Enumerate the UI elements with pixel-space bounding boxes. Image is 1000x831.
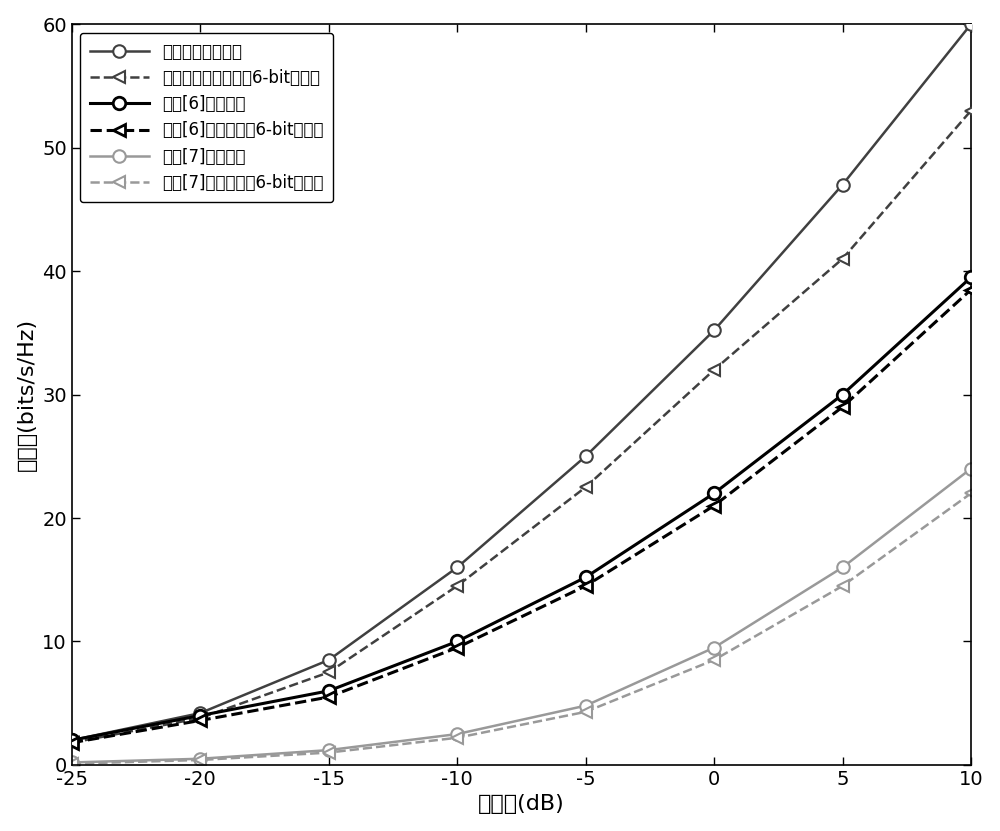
参考[6]中的设计，6-bit分辨率 [323,692,335,702]
Line: 参考[7]中的设计，6-bit分辨率: 参考[7]中的设计，6-bit分辨率 [66,487,977,770]
参考[7]中的设计，6-bit分辨率 [708,655,720,665]
Line: 参考[7]中的设计: 参考[7]中的设计 [66,462,977,769]
参考[7]中的设计 [580,701,592,711]
参考[6]中的设计，6-bit分辨率 [708,500,720,510]
参考[7]中的设计 [965,464,977,474]
本发明提出的设计 [965,19,977,29]
参考[6]中的设计，6-bit分辨率 [451,642,463,652]
参考[7]中的设计 [837,563,849,573]
参考[7]中的设计，6-bit分辨率 [66,759,78,769]
参考[6]中的设计，6-bit分辨率 [66,738,78,748]
X-axis label: 信噪比(dB): 信噪比(dB) [478,794,565,814]
参考[7]中的设计，6-bit分辨率 [323,748,335,758]
本发明提出的设计，6-bit分辨率 [66,738,78,748]
本发明提出的设计，6-bit分辨率 [580,482,592,492]
参考[7]中的设计，6-bit分辨率 [451,733,463,743]
参考[7]中的设计 [323,745,335,755]
本发明提出的设计，6-bit分辨率 [837,253,849,263]
参考[6]中的设计 [194,711,206,720]
本发明提出的设计，6-bit分辨率 [451,581,463,591]
Legend: 本发明提出的设计, 本发明提出的设计，6-bit分辨率, 参考[6]中的设计, 参考[6]中的设计，6-bit分辨率, 参考[7]中的设计, 参考[7]中的设计: 本发明提出的设计, 本发明提出的设计，6-bit分辨率, 参考[6]中的设计, … [80,32,333,202]
本发明提出的设计 [708,326,720,336]
参考[6]中的设计，6-bit分辨率 [965,284,977,294]
参考[6]中的设计 [965,273,977,283]
Line: 参考[6]中的设计，6-bit分辨率: 参考[6]中的设计，6-bit分辨率 [66,283,977,749]
参考[7]中的设计，6-bit分辨率 [965,489,977,499]
参考[7]中的设计，6-bit分辨率 [580,707,592,717]
本发明提出的设计，6-bit分辨率 [323,667,335,677]
参考[6]中的设计 [837,390,849,400]
本发明提出的设计，6-bit分辨率 [708,365,720,375]
参考[6]中的设计，6-bit分辨率 [194,715,206,725]
参考[6]中的设计 [323,686,335,696]
参考[7]中的设计 [708,642,720,652]
参考[6]中的设计 [66,735,78,745]
Line: 参考[6]中的设计: 参考[6]中的设计 [66,271,977,746]
本发明提出的设计，6-bit分辨率 [194,713,206,723]
本发明提出的设计 [451,563,463,573]
本发明提出的设计 [580,451,592,461]
本发明提出的设计 [66,735,78,745]
参考[6]中的设计 [580,573,592,583]
参考[6]中的设计 [708,489,720,499]
参考[7]中的设计 [451,729,463,739]
参考[6]中的设计，6-bit分辨率 [580,581,592,591]
Line: 本发明提出的设计: 本发明提出的设计 [66,18,977,746]
本发明提出的设计 [323,655,335,665]
本发明提出的设计，6-bit分辨率 [965,106,977,116]
参考[7]中的设计，6-bit分辨率 [194,755,206,765]
参考[7]中的设计 [66,758,78,768]
参考[7]中的设计，6-bit分辨率 [837,581,849,591]
本发明提出的设计 [194,708,206,718]
参考[6]中的设计 [451,637,463,647]
Line: 本发明提出的设计，6-bit分辨率: 本发明提出的设计，6-bit分辨率 [66,105,977,749]
参考[7]中的设计 [194,754,206,764]
本发明提出的设计 [837,179,849,189]
参考[6]中的设计，6-bit分辨率 [837,402,849,412]
Y-axis label: 速率和(bits/s/Hz): 速率和(bits/s/Hz) [17,318,37,471]
